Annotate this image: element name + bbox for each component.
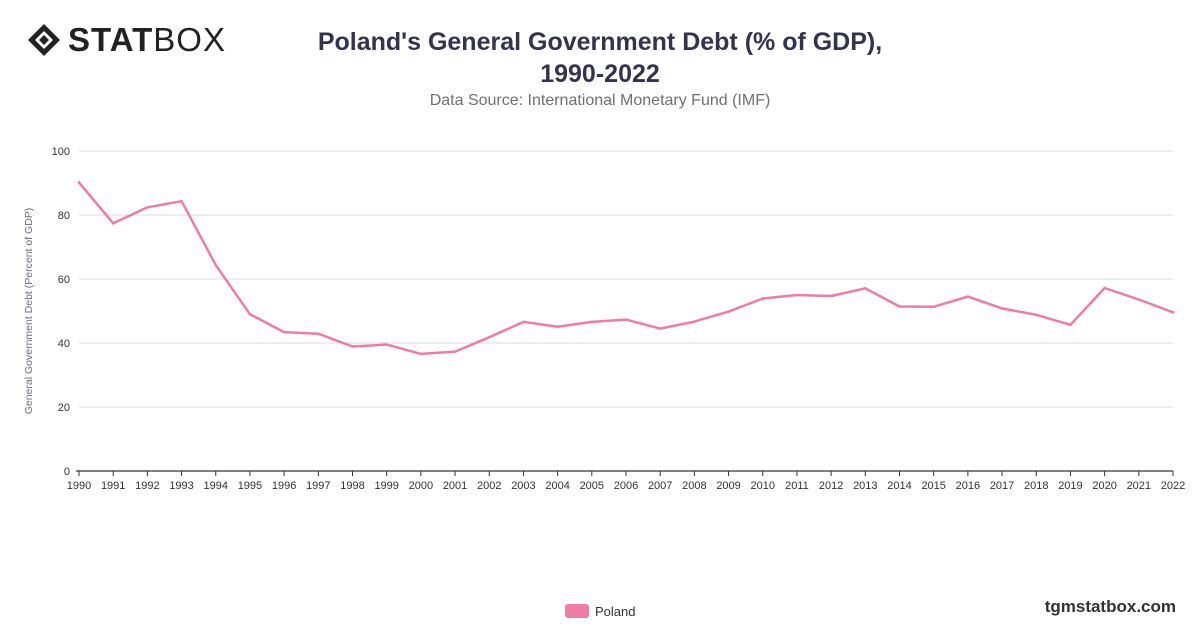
x-tick-label: 2000	[409, 480, 433, 492]
data-point[interactable]	[385, 343, 388, 346]
data-point[interactable]	[658, 327, 662, 330]
brand-logo: STATBOX	[26, 22, 226, 58]
data-point[interactable]	[829, 294, 833, 298]
x-tick-label: 2019	[1058, 480, 1082, 492]
x-tick-label: 2004	[545, 480, 569, 492]
x-tick-label: 1995	[238, 480, 262, 492]
data-point[interactable]	[1034, 313, 1038, 317]
x-tick-label: 1994	[204, 480, 228, 492]
x-tick-label: 1998	[340, 480, 364, 492]
data-point[interactable]	[487, 335, 491, 339]
logo-wordmark-bold: STAT	[68, 21, 154, 58]
x-tick-label: 2015	[921, 480, 945, 492]
x-tick-label: 1990	[67, 480, 91, 492]
chart-title: Poland's General Government Debt (% of G…	[317, 28, 883, 88]
data-point[interactable]	[761, 297, 765, 300]
y-axis-label: General Government Debt (Percent of GDP)	[23, 208, 35, 415]
x-tick-label: 2006	[614, 480, 638, 492]
x-tick-label: 2012	[819, 480, 843, 492]
x-tick-label: 1993	[169, 480, 193, 492]
x-tick-label: 2009	[716, 480, 740, 492]
x-tick-label: 2014	[887, 480, 911, 492]
data-point[interactable]	[146, 206, 149, 209]
logo-wordmark-light: BOX	[153, 21, 226, 58]
x-tick-label: 2022	[1161, 480, 1185, 492]
data-point[interactable]	[795, 293, 799, 297]
data-point[interactable]	[966, 295, 970, 298]
series-lines	[77, 181, 1175, 356]
data-point[interactable]	[1103, 286, 1106, 290]
data-point[interactable]	[453, 350, 457, 353]
data-point[interactable]	[77, 181, 81, 184]
y-tick-label: 100	[52, 146, 70, 158]
y-tick-label: 40	[58, 338, 70, 350]
brand-url[interactable]: tgmstatbox.com	[1044, 597, 1176, 616]
x-tick-label: 1996	[272, 480, 296, 492]
data-point[interactable]	[282, 330, 286, 334]
data-point[interactable]	[693, 320, 696, 323]
x-tick-label: 1999	[374, 480, 398, 492]
chart-subtitle: Data Source: International Monetary Fund…	[429, 92, 771, 109]
data-point[interactable]	[590, 320, 594, 324]
data-point[interactable]	[214, 263, 218, 267]
x-tick-label: 2020	[1092, 480, 1116, 492]
x-tick-label: 2018	[1024, 480, 1048, 492]
data-point[interactable]	[727, 310, 730, 313]
data-point[interactable]	[522, 320, 525, 324]
data-point[interactable]	[1137, 298, 1141, 301]
x-tick-label: 1997	[306, 480, 330, 492]
y-tick-label: 20	[58, 402, 70, 414]
data-point[interactable]	[111, 222, 115, 225]
data-point[interactable]	[180, 199, 183, 203]
data-point[interactable]	[317, 332, 320, 336]
data-point[interactable]	[864, 286, 867, 290]
series-line-poland[interactable]	[77, 181, 1175, 356]
x-tick-label: 2001	[443, 480, 467, 492]
y-tick-label: 0	[64, 466, 70, 478]
x-tick-label: 2017	[990, 480, 1014, 492]
x-tick-label: 2011	[785, 480, 809, 492]
logo-wordmark: STATBOX	[68, 22, 226, 58]
x-tick-label: 2007	[648, 480, 672, 492]
diamond-logo-icon	[28, 24, 60, 56]
data-point[interactable]	[1000, 307, 1004, 310]
data-point[interactable]	[419, 352, 423, 356]
axes: 0 20 40 60 80 100 1990 1991 1992 1993 1994 1995 1996…	[52, 146, 1186, 492]
x-tick-label: 2008	[682, 480, 706, 492]
x-tick-label: 2013	[853, 480, 877, 492]
data-point[interactable]	[932, 305, 935, 309]
x-tick-label: 2002	[477, 480, 501, 492]
y-tick-label: 60	[58, 274, 70, 286]
data-point[interactable]	[556, 325, 559, 328]
data-point[interactable]	[624, 318, 628, 321]
x-tick-label: 2021	[1127, 480, 1151, 492]
data-point[interactable]	[248, 312, 252, 316]
legend-label-poland: Poland	[595, 603, 636, 619]
data-point[interactable]	[898, 305, 901, 308]
gridlines	[79, 150, 1173, 408]
legend-swatch-poland	[565, 604, 589, 618]
x-tick-label: 1991	[101, 480, 125, 492]
x-tick-label: 2003	[511, 480, 535, 492]
x-tick-label: 2005	[580, 480, 604, 492]
data-point[interactable]	[1171, 310, 1175, 314]
x-tick-label: 2016	[956, 480, 980, 492]
x-tick-label: 1992	[135, 480, 159, 492]
data-point[interactable]	[1069, 323, 1072, 327]
x-tick-label: 2010	[751, 480, 775, 492]
data-point[interactable]	[351, 345, 354, 348]
legend[interactable]: Poland	[565, 603, 635, 619]
y-tick-label: 80	[58, 210, 70, 222]
